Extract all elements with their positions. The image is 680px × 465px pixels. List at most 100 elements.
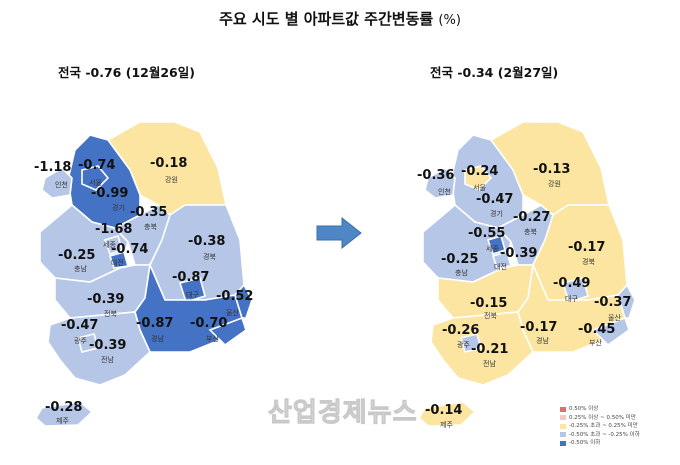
value-seoul: -0.74 [78, 158, 116, 173]
value-gangwon: -0.18 [150, 156, 188, 171]
name-jeonnam: 전남 [483, 360, 496, 368]
name-gyeongbuk: 경북 [203, 253, 216, 261]
name-daegu: 대구 [565, 295, 578, 303]
value-chungbuk: -0.35 [130, 205, 168, 220]
region-busan [208, 316, 247, 347]
value-daegu: -0.87 [172, 270, 210, 285]
region-busan [591, 316, 630, 347]
name-jeonbuk: 전북 [484, 312, 497, 320]
value-chungnam: -0.25 [441, 252, 479, 267]
value-gwangju: -0.26 [442, 323, 480, 338]
value-incheon: -0.36 [417, 168, 455, 183]
name-gyeonggi: 경기 [490, 210, 503, 218]
value-gyeonggi: -0.47 [476, 192, 514, 207]
value-sejong: -1.68 [95, 222, 133, 237]
legend-item: 0.25% 이상 ~ 0.50% 미만 [560, 414, 640, 423]
legend-item: -0.25% 초과 ~ 0.25% 미만 [560, 422, 640, 431]
name-gangwon: 강원 [165, 176, 178, 184]
name-seoul: 서울 [89, 179, 102, 187]
name-chungbuk: 충북 [524, 228, 537, 236]
name-gwangju: 광주 [457, 341, 470, 349]
chart-title: 주요 시도 별 아파트값 주간변동률 (%) [219, 10, 461, 28]
name-ulsan: 울산 [608, 314, 621, 322]
legend-item: 0.50% 이상 [560, 405, 640, 414]
name-busan: 부산 [589, 339, 602, 347]
name-jeonbuk: 전북 [104, 310, 117, 318]
value-busan: -0.45 [578, 322, 616, 337]
region-incheon [41, 166, 73, 199]
value-ulsan: -0.37 [594, 295, 632, 310]
region-jeonnam [430, 311, 534, 386]
name-gyeonggi: 경기 [112, 204, 125, 212]
name-jeju: 제주 [440, 421, 453, 429]
region-sejong [486, 234, 506, 256]
region-daegu [561, 277, 589, 304]
left-korea-map [34, 121, 253, 427]
value-seoul: -0.24 [461, 164, 499, 179]
value-daejeon: -0.74 [111, 242, 149, 257]
value-gyeongbuk: -0.17 [568, 240, 606, 255]
legend: 0.50% 이상 0.25% 이상 ~ 0.50% 미만 -0.25% 초과 ~… [560, 405, 640, 448]
legend-swatch [560, 440, 566, 446]
value-gangwon: -0.13 [533, 162, 571, 177]
name-seoul: 서울 [473, 184, 486, 192]
value-gyeonggi: -0.99 [91, 186, 129, 201]
name-chungbuk: 충북 [144, 223, 157, 231]
value-gyeongbuk: -0.38 [188, 234, 226, 249]
legend-swatch [560, 423, 566, 429]
value-ulsan: -0.52 [216, 289, 254, 304]
region-seoul [81, 165, 110, 191]
value-jeonbuk: -0.15 [470, 296, 508, 311]
region-gwangju [460, 333, 482, 353]
region-ulsan [617, 283, 636, 319]
legend-swatch [560, 415, 566, 421]
value-busan: -0.70 [190, 316, 228, 331]
region-sejong [103, 234, 123, 256]
value-chungbuk: -0.27 [513, 210, 551, 225]
legend-item: -0.50% 이하 [560, 439, 640, 448]
left-map-subtitle: 전국 -0.76 (12월26일) [58, 65, 195, 80]
legend-swatch [560, 406, 566, 412]
name-jeonnam: 전남 [101, 356, 114, 364]
region-incheon [424, 166, 456, 199]
name-chungnam: 충남 [455, 269, 468, 277]
name-daejeon: 대전 [111, 259, 124, 267]
name-gangwon: 강원 [548, 180, 561, 188]
region-jeju [417, 401, 477, 427]
region-seoul [464, 165, 493, 191]
region-gwangju [77, 333, 99, 353]
legend-swatch [560, 432, 566, 438]
name-gyeongbuk: 경북 [582, 258, 595, 266]
name-daegu: 대구 [186, 291, 199, 299]
name-chungnam: 충남 [74, 265, 87, 273]
watermark: 산업경제뉴스 [268, 398, 418, 429]
name-sejong: 세종 [486, 245, 499, 253]
value-daegu: -0.49 [553, 276, 591, 291]
region-jeonnam [47, 311, 151, 386]
name-jeju: 제주 [56, 417, 69, 425]
name-gyeongnam: 경남 [151, 335, 164, 343]
name-incheon: 인천 [55, 181, 68, 189]
value-sejong: -0.55 [468, 226, 506, 241]
name-ulsan: 울산 [226, 309, 239, 317]
name-sejong: 세종 [103, 241, 116, 249]
value-jeonnam: -0.39 [89, 338, 127, 353]
name-gwangju: 광주 [74, 337, 87, 345]
value-jeju: -0.28 [45, 400, 83, 415]
value-jeju: -0.14 [425, 403, 463, 418]
right-arrow-icon [316, 217, 362, 249]
right-korea-map [417, 121, 636, 427]
value-gyeongnam: -0.87 [136, 316, 174, 331]
value-jeonbuk: -0.39 [87, 292, 125, 307]
region-ulsan [234, 283, 253, 319]
value-gyeongnam: -0.17 [520, 320, 558, 335]
value-incheon: -1.18 [34, 160, 72, 175]
value-daejeon: -0.39 [500, 246, 538, 261]
region-daegu [178, 277, 206, 304]
value-chungnam: -0.25 [58, 248, 96, 263]
name-incheon: 인천 [438, 188, 451, 196]
right-map-subtitle: 전국 -0.34 (2월27일) [430, 65, 559, 80]
legend-item: -0.50% 초과 ~ -0.25% 이하 [560, 431, 640, 440]
value-gwangju: -0.47 [61, 318, 99, 333]
name-daejeon: 대전 [494, 263, 507, 271]
